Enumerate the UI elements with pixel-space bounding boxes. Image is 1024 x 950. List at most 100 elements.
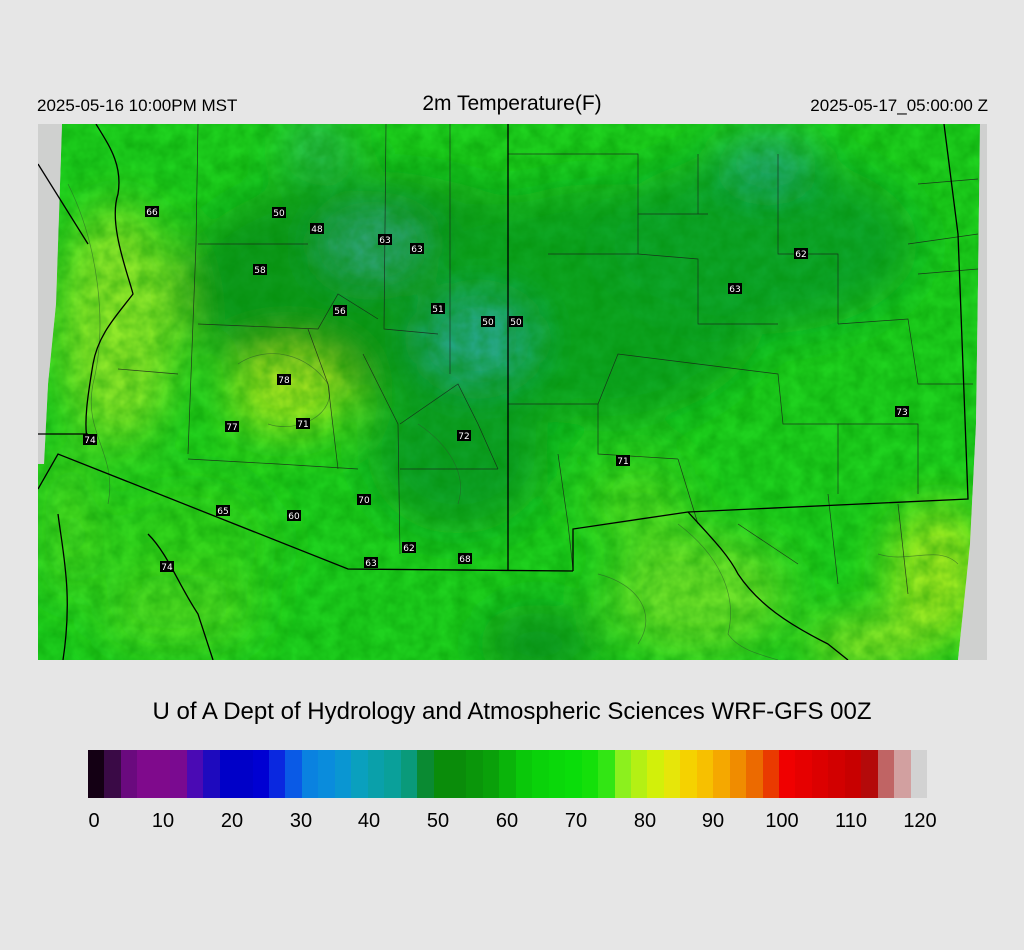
- station-value-text: 65: [217, 507, 228, 517]
- station-value: 62: [794, 248, 808, 260]
- station-label-box: [728, 283, 742, 294]
- station-value-text: 50: [482, 318, 494, 328]
- colorbar-tick-label: 120: [903, 810, 937, 832]
- valid-time-local: 2025-05-16 10:00PM MST: [37, 96, 238, 115]
- valid-time-utc: 2025-05-17_05:00:00 Z: [810, 96, 988, 115]
- station-label-box: [272, 207, 286, 218]
- station-value-text: 74: [84, 436, 96, 446]
- station-label-box: [431, 303, 445, 314]
- colorbar-segment: [88, 750, 105, 798]
- colorbar-segment: [779, 750, 796, 798]
- colorbar-segment: [877, 750, 895, 798]
- station-value: 56: [333, 305, 347, 317]
- colorbar-segment: [811, 750, 829, 798]
- station-value: 50: [481, 316, 495, 328]
- nevada-border: [38, 163, 89, 245]
- colorbar-segment: [268, 750, 286, 798]
- colorbar-segment: [120, 750, 138, 798]
- station-label-box: [378, 234, 392, 245]
- colorbar-ticks: 0 10 20 30 40 50 60 70 80 90 100 110 120: [88, 810, 936, 834]
- station-value-text: 71: [617, 457, 628, 467]
- colorbar-segment: [384, 750, 401, 798]
- station-value: 60: [287, 510, 301, 522]
- map-title: 2m Temperature(F): [422, 92, 602, 115]
- station-value-text: 63: [379, 236, 390, 246]
- station-value: 50: [272, 207, 286, 219]
- colorbar-tick-label: 30: [289, 810, 313, 832]
- station-value: 74: [160, 561, 174, 573]
- station-value-text: 66: [146, 208, 158, 218]
- station-value-text: 62: [403, 544, 414, 554]
- colorbar-segment: [153, 750, 171, 798]
- station-label-box: [794, 248, 808, 259]
- colorbar-tick-label: 20: [220, 810, 244, 832]
- station-value: 68: [458, 553, 472, 565]
- colorbar-tick-label: 40: [357, 810, 381, 832]
- colorbar-tick-label: 50: [426, 810, 450, 832]
- station-value: 63: [410, 243, 424, 255]
- colorbar-tick-label: 80: [633, 810, 657, 832]
- station-value-text: 51: [432, 305, 443, 315]
- colorbar-segment: [762, 750, 780, 798]
- station-value: 51: [431, 303, 445, 315]
- state-borders: [38, 124, 969, 660]
- station-value: 48: [310, 223, 324, 235]
- station-label-box: [216, 505, 230, 516]
- station-value-text: 70: [358, 496, 370, 506]
- colorbar-segment: [828, 750, 845, 798]
- colorbar-segment: [910, 750, 928, 798]
- station-value-text: 48: [311, 225, 323, 235]
- station-value: 58: [253, 264, 267, 276]
- station-label-box: [509, 316, 523, 327]
- station-value-text: 77: [226, 423, 237, 433]
- station-value: 73: [895, 406, 909, 418]
- colorbar-segment: [252, 750, 269, 798]
- colorbar-segment: [532, 750, 549, 798]
- colorbar-segment: [186, 750, 204, 798]
- station-value-text: 60: [288, 512, 300, 522]
- station-label-box: [410, 243, 424, 254]
- station-label-box: [333, 305, 347, 316]
- colorbar-segment: [334, 750, 352, 798]
- station-label-box: [287, 510, 301, 521]
- station-label-box: [402, 542, 416, 553]
- station-label-box: [481, 316, 495, 327]
- rio-grande: [687, 511, 849, 660]
- station-value-text: 78: [278, 376, 290, 386]
- colorbar-segment: [713, 750, 730, 798]
- colorbar-segment: [301, 750, 319, 798]
- colorbar-segment: [417, 750, 434, 798]
- colorbar-tick-label: 10: [151, 810, 175, 832]
- station-value: 70: [357, 494, 371, 506]
- station-label-box: [616, 455, 630, 466]
- colorbar-segment: [795, 750, 812, 798]
- colorbar-segment: [565, 750, 582, 798]
- colorbar-segment: [515, 750, 533, 798]
- colorbar-tick-label: 0: [88, 810, 100, 832]
- colorbar-tick-label: 70: [564, 810, 588, 832]
- station-value-text: 71: [297, 420, 308, 430]
- colorbar-tick-label: 90: [701, 810, 725, 832]
- station-value-text: 58: [254, 266, 266, 276]
- station-value: 63: [364, 557, 378, 569]
- colorbar-segment: [236, 750, 253, 798]
- station-value-text: 63: [365, 559, 376, 569]
- mexico-border-az: [38, 453, 574, 572]
- station-label-box: [364, 557, 378, 568]
- colorbar-segment: [433, 750, 450, 798]
- station-value-text: 68: [459, 555, 471, 565]
- colorbar-segment: [861, 750, 878, 798]
- station-value-text: 50: [510, 318, 522, 328]
- station-value-text: 74: [161, 563, 173, 573]
- colorbar-segment: [894, 750, 911, 798]
- colorbar-segment: [729, 750, 747, 798]
- station-label-box: [458, 553, 472, 564]
- station-value-text: 63: [411, 245, 422, 255]
- station-label-box: [895, 406, 909, 417]
- station-value-text: 72: [458, 432, 469, 442]
- sonora-coast: [147, 533, 214, 660]
- colorado-river: [85, 124, 134, 445]
- county-boundaries: [117, 124, 979, 595]
- colorbar-segment: [663, 750, 681, 798]
- colorbar-tick-label: 100: [765, 810, 799, 832]
